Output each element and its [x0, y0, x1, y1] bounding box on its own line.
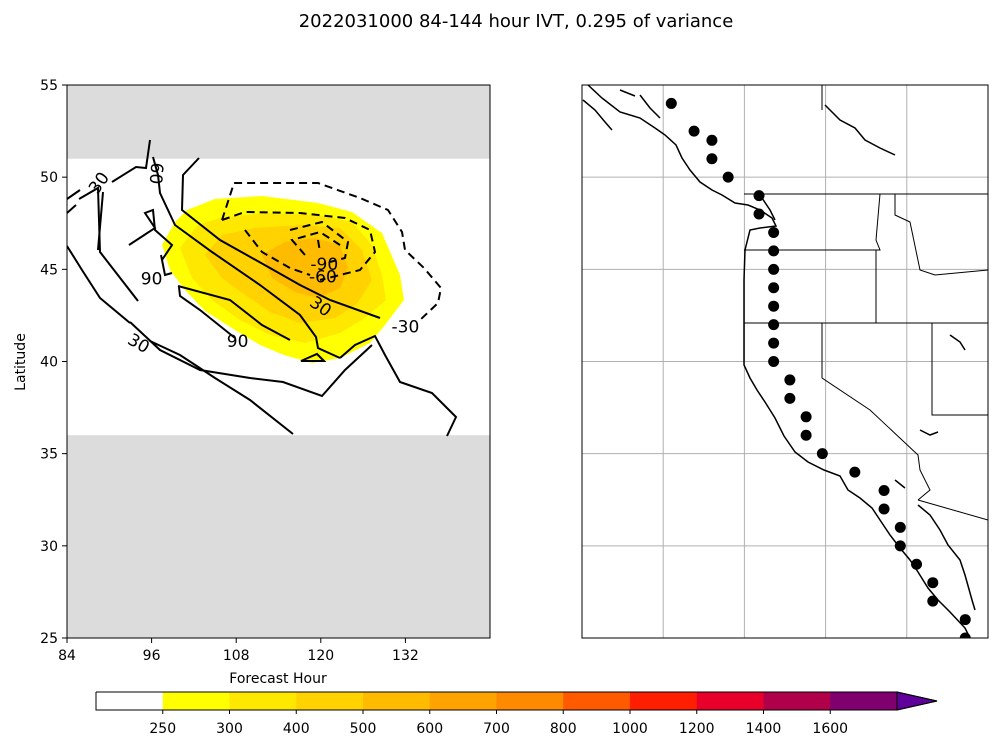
contour-label: 90: [227, 332, 249, 352]
colorbar-segment: [229, 692, 297, 710]
map-area: [582, 85, 988, 638]
map-point: [911, 558, 923, 570]
map-points: [665, 97, 971, 638]
map-point: [688, 125, 700, 137]
colorbar-tick-label: 1600: [812, 721, 848, 737]
map-point: [878, 503, 890, 515]
figure-title: 2022031000 84-144 hour IVT, 0.295 of var…: [299, 11, 734, 32]
contour-label: 60: [145, 162, 167, 185]
colorbar-segment: [363, 692, 431, 710]
colorbar-segment: [496, 692, 564, 710]
solid-contours: [67, 139, 458, 437]
masked-band: [67, 435, 490, 638]
colorbar-tick-label: 1400: [746, 721, 782, 737]
x-axis-label: Forecast Hour: [229, 671, 327, 687]
y-tick-label: 40: [40, 355, 58, 371]
map-point: [753, 208, 765, 220]
left-plot-area: [67, 85, 490, 638]
x-tick-label: 108: [223, 648, 250, 664]
y-tick-label: 50: [40, 170, 58, 186]
map-gridlines: [582, 85, 988, 638]
colorbar-segment: [763, 692, 831, 710]
colorbar-segment: [830, 692, 898, 710]
map-point: [768, 337, 780, 349]
map-point: [784, 392, 796, 404]
colorbar-segment: [96, 692, 164, 710]
contour-label: 90: [141, 270, 163, 290]
map-point: [849, 466, 861, 478]
map-point: [800, 429, 812, 441]
map-point: [768, 356, 780, 367]
colorbar-segments: [96, 692, 898, 710]
x-tick-label: 132: [392, 648, 419, 664]
x-tick-label: 120: [307, 648, 334, 664]
fill-level-500: [262, 238, 348, 298]
map-point: [706, 153, 718, 165]
colorbar-segment: [696, 692, 764, 710]
map-point: [927, 577, 939, 589]
map-point: [768, 226, 780, 238]
colorbar-segment: [630, 692, 698, 710]
colorbar-ticks: 250 300 400 500 600 700 800 1000 1200 1400 1600: [149, 710, 848, 737]
map-point: [706, 134, 718, 146]
colorbar-tick-label: 600: [416, 721, 443, 737]
y-axis-ticks: 25 30 35 40 45 50 55: [40, 78, 67, 647]
colorbar-segment: [296, 692, 364, 710]
x-axis-ticks: 84 96 108 120 132: [58, 638, 419, 664]
y-tick-label: 30: [40, 539, 58, 555]
colorbar-tick-label: 1000: [612, 721, 648, 737]
colorbar-segment: [162, 692, 230, 710]
colorbar-extend-triangle: [896, 691, 938, 711]
map-point: [768, 300, 780, 312]
y-axis-label: Latitude: [13, 333, 29, 391]
contour-label: -60: [309, 268, 337, 288]
map-point: [784, 374, 796, 386]
map-point: [927, 595, 939, 607]
map-point: [768, 245, 780, 257]
colorbar-segment: [429, 692, 497, 710]
colorbar-tick-label: 400: [283, 721, 310, 737]
contour-label: -90: [310, 255, 338, 275]
x-tick-label: 96: [143, 648, 161, 664]
colorbar-tick-label: 800: [550, 721, 577, 737]
colorbar-segment: [563, 692, 631, 710]
y-tick-label: 55: [40, 78, 58, 94]
map-borders: [744, 85, 988, 521]
map-frame: [581, 84, 989, 639]
map-point: [878, 485, 890, 497]
right-map-panel: [581, 84, 989, 639]
map-point: [800, 411, 812, 423]
y-tick-label: 35: [40, 447, 58, 463]
map-point: [665, 97, 677, 109]
map-point: [959, 632, 971, 638]
colorbar-tick-label: 500: [350, 721, 377, 737]
colorbar-tick-label: 300: [216, 721, 243, 737]
map-point: [768, 319, 780, 331]
colorbar-tick-label: 700: [483, 721, 510, 737]
map-point: [768, 263, 780, 275]
colorbar-tick-label: 1200: [679, 721, 715, 737]
masked-band: [67, 85, 490, 159]
dashed-contours: [221, 182, 443, 321]
map-point: [753, 190, 765, 202]
colorbar: 250 300 400 500 600 700 800 1000 1200 1400 1600: [95, 691, 938, 737]
map-point: [894, 521, 906, 533]
map-point: [816, 448, 828, 460]
map-point: [959, 614, 971, 626]
map-point: [894, 540, 906, 552]
y-tick-label: 45: [40, 262, 58, 278]
y-tick-label: 25: [40, 631, 58, 647]
contour-label: -30: [392, 317, 420, 337]
colorbar-outline: [95, 691, 938, 711]
map-point: [722, 171, 734, 183]
x-tick-label: 84: [58, 648, 76, 664]
map-point: [768, 282, 780, 294]
masked-latitude-bands: [67, 85, 490, 638]
colorbar-tick-label: 250: [149, 721, 176, 737]
